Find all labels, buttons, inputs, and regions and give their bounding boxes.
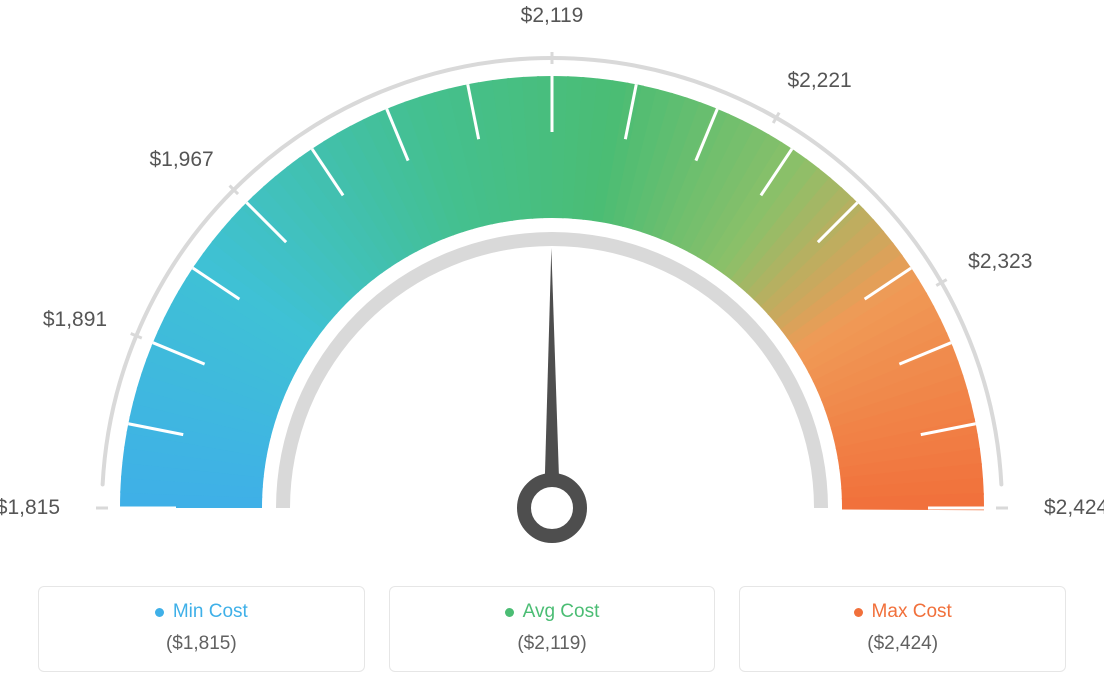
max-cost-label-row: Max Cost bbox=[750, 601, 1055, 623]
max-cost-card: Max Cost ($2,424) bbox=[739, 586, 1066, 672]
min-cost-label: Min Cost bbox=[173, 601, 248, 623]
avg-cost-card: Avg Cost ($2,119) bbox=[389, 586, 716, 672]
gauge-tick-label: $1,815 bbox=[0, 496, 60, 520]
min-dot-icon bbox=[155, 608, 164, 617]
gauge-tick-label: $1,891 bbox=[43, 308, 107, 332]
avg-cost-label: Avg Cost bbox=[523, 601, 600, 623]
avg-cost-value: ($2,119) bbox=[400, 633, 705, 655]
max-cost-label: Max Cost bbox=[872, 601, 952, 623]
min-cost-label-row: Min Cost bbox=[49, 601, 354, 623]
avg-dot-icon bbox=[505, 608, 514, 617]
max-cost-value: ($2,424) bbox=[750, 633, 1055, 655]
summary-cards-row: Min Cost ($1,815) Avg Cost ($2,119) Max … bbox=[0, 586, 1104, 672]
gauge-tick-label: $1,967 bbox=[149, 148, 213, 172]
gauge-tick-label: $2,323 bbox=[968, 250, 1032, 274]
min-cost-value: ($1,815) bbox=[49, 633, 354, 655]
gauge-tick-label: $2,424 bbox=[1044, 496, 1104, 520]
min-cost-card: Min Cost ($1,815) bbox=[38, 586, 365, 672]
chart-container: $1,815 $1,891 $1,967 $2,119 $2,221 $2,323 $2,4… bbox=[0, 0, 1104, 690]
gauge-area: $1,815 $1,891 $1,967 $2,119 $2,221 $2,323 $2,4… bbox=[0, 0, 1104, 560]
max-dot-icon bbox=[854, 608, 863, 617]
avg-cost-label-row: Avg Cost bbox=[400, 601, 705, 623]
gauge-tick-label: $2,221 bbox=[787, 69, 851, 93]
gauge-svg bbox=[0, 0, 1104, 560]
gauge-tick-label: $2,119 bbox=[521, 4, 584, 28]
